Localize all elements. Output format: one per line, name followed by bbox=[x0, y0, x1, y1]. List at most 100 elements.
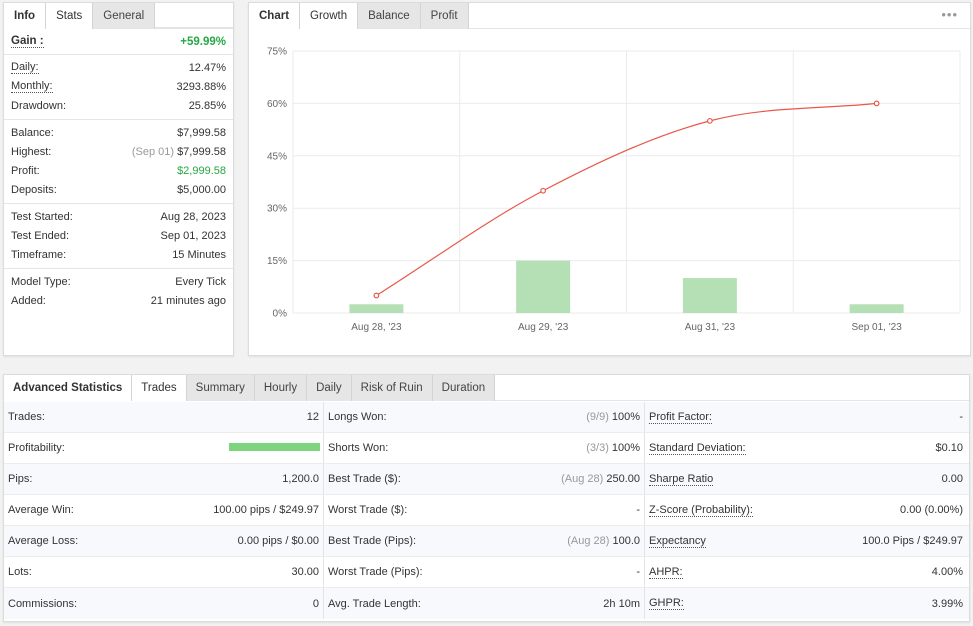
tab-daily[interactable]: Daily bbox=[307, 375, 352, 401]
stat-cell-commissions: Commissions: 0 bbox=[4, 588, 324, 619]
stats-body: Gain : +59.99% Daily: 12.47% Monthly: 3293.… bbox=[4, 29, 233, 314]
stat-label: Test Ended: bbox=[11, 229, 70, 242]
x-tick-label: Aug 28, '23 bbox=[351, 322, 402, 333]
stat-row-model-type: Model Type: Every Tick bbox=[11, 272, 226, 291]
gain-value: +59.99% bbox=[180, 35, 226, 48]
stat-label[interactable]: AHPR: bbox=[649, 565, 683, 579]
stat-value-text: 100.0 bbox=[612, 535, 640, 547]
growth-point bbox=[373, 292, 380, 299]
stat-groups: Daily: 12.47% Monthly: 3293.88% Drawdown: 25.… bbox=[4, 55, 233, 314]
stat-row-test-ended: Test Ended: Sep 01, 2023 bbox=[11, 226, 226, 245]
stat-label[interactable]: Z-Score (Probability): bbox=[649, 503, 753, 517]
stat-value-text: - bbox=[636, 504, 640, 516]
x-tick-label: Sep 01, '23 bbox=[851, 322, 902, 333]
stat-cell-ghpr: GHPR: 3.99% bbox=[645, 588, 969, 619]
stat-value: 100.00 pips / $249.97 bbox=[213, 504, 319, 516]
stat-value-text: $2,999.58 bbox=[177, 164, 226, 177]
profitability-bar bbox=[229, 443, 320, 451]
stat-value: (Aug 28) 250.00 bbox=[561, 473, 640, 485]
tab-growth[interactable]: Growth bbox=[300, 3, 359, 29]
stat-value: Sep 01, 2023 bbox=[161, 230, 226, 242]
stat-label[interactable]: Daily: bbox=[11, 61, 39, 74]
stat-label[interactable]: Standard Deviation: bbox=[649, 441, 746, 455]
stat-note: (Aug 28) bbox=[567, 535, 610, 547]
stat-label: Deposits: bbox=[11, 183, 57, 196]
stat-label: Trades: bbox=[8, 411, 45, 423]
stat-label: Timeframe: bbox=[11, 248, 67, 261]
growth-bar bbox=[682, 278, 737, 313]
stat-label: Highest: bbox=[11, 145, 52, 158]
stat-value-text: 0.00 pips / $0.00 bbox=[237, 535, 319, 547]
stat-label: Commissions: bbox=[8, 597, 78, 610]
stat-label: Longs Won: bbox=[328, 411, 387, 423]
tab-general[interactable]: General bbox=[93, 3, 156, 29]
stat-label: Average Win: bbox=[8, 504, 74, 516]
stat-cell-pips: Pips: 1,200.0 bbox=[4, 464, 324, 494]
stat-value: 30.00 bbox=[291, 566, 319, 578]
stat-value bbox=[229, 442, 320, 454]
stat-value: $0.10 bbox=[935, 442, 963, 454]
stat-value: (Sep 01) $7,999.58 bbox=[132, 146, 226, 158]
stats-row: Lots: 30.00 Worst Trade (Pips): - AHPR: 4.00% bbox=[4, 557, 969, 588]
stat-value: 0.00 (0.00%) bbox=[900, 504, 963, 516]
stat-group: Daily: 12.47% Monthly: 3293.88% Drawdown: 25.… bbox=[4, 55, 233, 120]
stat-label: Avg. Trade Length: bbox=[328, 597, 421, 610]
stat-row-timeframe: Timeframe: 15 Minutes bbox=[11, 245, 226, 264]
stat-value-text: 100% bbox=[611, 442, 640, 454]
gain-label[interactable]: Gain : bbox=[11, 35, 44, 48]
stat-value: 0.00 bbox=[942, 473, 963, 485]
stat-value-text: $5,000.00 bbox=[177, 183, 226, 196]
stat-value-text: 12 bbox=[306, 411, 319, 423]
y-tick-label: 60% bbox=[267, 99, 287, 110]
stat-value-text: 0.00 (0.00%) bbox=[900, 504, 963, 516]
stat-value: 21 minutes ago bbox=[151, 295, 226, 307]
stat-note: (9/9) bbox=[586, 411, 609, 423]
tab-chart[interactable]: Chart bbox=[249, 3, 301, 29]
tab-hourly[interactable]: Hourly bbox=[254, 375, 308, 401]
stat-label[interactable]: Expectancy bbox=[649, 534, 706, 548]
tab-summary[interactable]: Summary bbox=[186, 375, 255, 401]
stat-cell-avg-trade-length: Avg. Trade Length: 2h 10m bbox=[324, 588, 645, 619]
stats-row: Average Loss: 0.00 pips / $0.00 Best Trade… bbox=[4, 526, 969, 557]
y-tick-label: 15% bbox=[267, 256, 287, 267]
stat-value: $7,999.58 bbox=[177, 127, 226, 139]
stat-label: Worst Trade ($): bbox=[328, 504, 408, 516]
stat-value-text: 100.0 Pips / $249.97 bbox=[862, 535, 963, 547]
tab-profit[interactable]: Profit bbox=[420, 3, 469, 29]
stat-label: Lots: bbox=[8, 566, 32, 578]
stats-row: Trades: 12 Longs Won: (9/9) 100% Profit Facto… bbox=[4, 402, 969, 433]
stat-label: Drawdown: bbox=[11, 99, 67, 112]
stat-cell-ahpr: AHPR: 4.00% bbox=[645, 557, 969, 587]
stat-label[interactable]: Sharpe Ratio bbox=[649, 472, 714, 486]
stat-label[interactable]: Profit Factor: bbox=[649, 410, 712, 424]
stat-group: Test Started: Aug 28, 2023 Test Ended: Sep … bbox=[4, 204, 233, 269]
stat-label[interactable]: Monthly: bbox=[11, 80, 53, 93]
stat-cell-best-trade: Best Trade ($): (Aug 28) 250.00 bbox=[324, 464, 645, 494]
stat-group: Balance: $7,999.58 Highest: (Sep 01) $7,999.… bbox=[4, 120, 233, 204]
stat-label: Worst Trade (Pips): bbox=[328, 566, 423, 578]
tab-risk-of-ruin[interactable]: Risk of Ruin bbox=[351, 375, 433, 401]
stat-group: Model Type: Every Tick Added: 21 minutes ag… bbox=[4, 269, 233, 314]
stat-row-test-started: Test Started: Aug 28, 2023 bbox=[11, 207, 226, 226]
stat-label: Test Started: bbox=[11, 210, 73, 223]
tab-duration[interactable]: Duration bbox=[432, 375, 496, 401]
tab-advanced-statistics[interactable]: Advanced Statistics bbox=[4, 375, 133, 401]
stat-label: Shorts Won: bbox=[328, 442, 389, 454]
stat-value-text: 3.99% bbox=[931, 597, 963, 610]
stat-label[interactable]: GHPR: bbox=[649, 597, 684, 610]
stats-row: Average Win: 100.00 pips / $249.97 Worst T… bbox=[4, 495, 969, 526]
stats-row: Commissions: 0 Avg. Trade Length: 2h 10m GHP… bbox=[4, 588, 969, 619]
more-menu-icon[interactable]: ••• bbox=[941, 7, 958, 22]
tab-stats[interactable]: Stats bbox=[46, 3, 94, 29]
stat-value-text: 100.00 pips / $249.97 bbox=[213, 504, 319, 516]
growth-point bbox=[706, 117, 713, 124]
tab-info[interactable]: Info bbox=[4, 3, 47, 29]
stat-row-daily: Daily: 12.47% bbox=[11, 58, 226, 77]
tab-balance[interactable]: Balance bbox=[358, 3, 421, 29]
tab-trades[interactable]: Trades bbox=[132, 375, 187, 401]
growth-point bbox=[540, 187, 547, 194]
stat-value-text: 12.47% bbox=[188, 61, 226, 74]
stat-row-balance: Balance: $7,999.58 bbox=[11, 123, 226, 142]
stat-value: - bbox=[636, 566, 640, 578]
stat-value: 12.47% bbox=[189, 62, 226, 74]
